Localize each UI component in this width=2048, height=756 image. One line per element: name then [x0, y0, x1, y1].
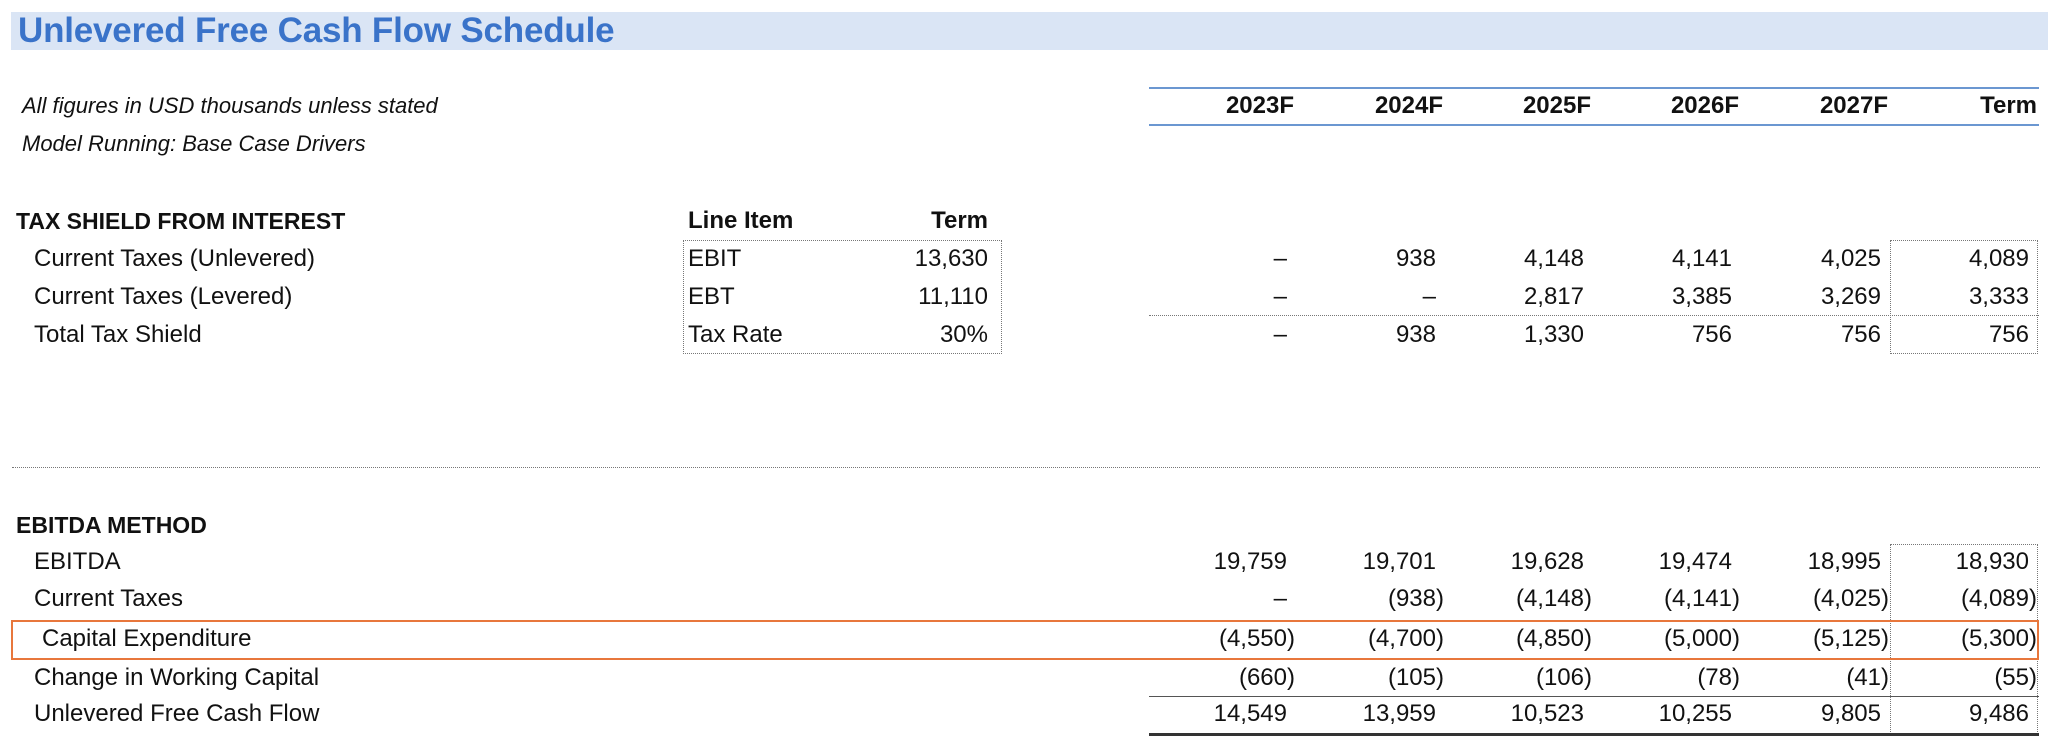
- input-value-ebit[interactable]: 13,630: [914, 245, 988, 272]
- row-label-ebitda: EBITDA: [34, 548, 121, 575]
- row-label-capex: Capital Expenditure: [42, 625, 252, 652]
- cell[interactable]: 19,701: [1362, 548, 1436, 575]
- cell[interactable]: 3,385: [1671, 283, 1732, 310]
- col-header-2027: 2027F: [1819, 92, 1888, 119]
- cell[interactable]: (4,850): [1515, 625, 1592, 652]
- cell[interactable]: (4,025): [1812, 585, 1889, 612]
- row-label-taxes-unlevered: Current Taxes (Unlevered): [34, 245, 316, 272]
- row-label-current-taxes: Current Taxes: [34, 585, 183, 612]
- cell[interactable]: –: [1422, 283, 1436, 310]
- units-note: All figures in USD thousands unless stat…: [22, 93, 438, 118]
- input-label-ebt: EBT: [688, 283, 735, 310]
- title-band: [11, 12, 2048, 50]
- cell[interactable]: 9,805: [1820, 700, 1881, 727]
- col-header-2023: 2023F: [1225, 92, 1294, 119]
- cell[interactable]: 19,474: [1658, 548, 1732, 575]
- cell[interactable]: (5,125): [1812, 625, 1889, 652]
- cell[interactable]: (78): [1697, 664, 1740, 691]
- capex-highlight: [11, 620, 2039, 660]
- cell[interactable]: 756: [1988, 321, 2029, 348]
- cell[interactable]: (4,089): [1960, 585, 2037, 612]
- inputs-box: [683, 240, 1002, 354]
- cell[interactable]: 4,089: [1968, 245, 2029, 272]
- fcf-subtotal-rule: [1149, 696, 2039, 697]
- cell[interactable]: 3,269: [1820, 283, 1881, 310]
- cell[interactable]: (4,141): [1663, 585, 1740, 612]
- cell[interactable]: (105): [1387, 664, 1444, 691]
- cell[interactable]: 18,995: [1807, 548, 1881, 575]
- cell[interactable]: (4,550): [1218, 625, 1295, 652]
- cell[interactable]: 4,148: [1523, 245, 1584, 272]
- scenario-note: Model Running: Base Case Drivers: [22, 131, 366, 156]
- header-top-rule: [1149, 87, 2039, 89]
- cell[interactable]: (41): [1846, 664, 1889, 691]
- input-value-ebt[interactable]: 11,110: [918, 283, 988, 310]
- cell[interactable]: 18,930: [1955, 548, 2029, 575]
- cell[interactable]: (5,000): [1663, 625, 1740, 652]
- row-label-taxes-levered: Current Taxes (Levered): [34, 283, 293, 310]
- term-header: Term: [931, 207, 988, 234]
- cell[interactable]: (5,300): [1960, 625, 2037, 652]
- cell[interactable]: (4,700): [1367, 625, 1444, 652]
- cell[interactable]: 4,141: [1671, 245, 1732, 272]
- cell[interactable]: 938: [1395, 245, 1436, 272]
- cell[interactable]: –: [1273, 321, 1287, 348]
- row-label-unlevered-fcf: Unlevered Free Cash Flow: [34, 700, 320, 727]
- col-header-2025: 2025F: [1522, 92, 1591, 119]
- cell[interactable]: 938: [1395, 321, 1436, 348]
- cell[interactable]: 13,959: [1362, 700, 1436, 727]
- col-header-term: Term: [1980, 92, 2037, 119]
- row-label-total-tax-shield: Total Tax Shield: [34, 321, 202, 348]
- cell[interactable]: 756: [1691, 321, 1732, 348]
- col-header-2024: 2024F: [1374, 92, 1443, 119]
- cell[interactable]: 9,486: [1968, 700, 2029, 727]
- input-label-tax-rate: Tax Rate: [688, 321, 783, 348]
- cell[interactable]: (4,148): [1515, 585, 1592, 612]
- cell[interactable]: 10,523: [1510, 700, 1584, 727]
- tax-shield-term-box: [1890, 240, 2038, 354]
- cell[interactable]: –: [1273, 245, 1287, 272]
- col-header-2026: 2026F: [1670, 92, 1739, 119]
- cell[interactable]: 4,025: [1820, 245, 1881, 272]
- tax-shield-heading: TAX SHIELD FROM INTEREST: [16, 208, 346, 234]
- header-bottom-rule: [1149, 124, 2039, 126]
- cell[interactable]: 10,255: [1658, 700, 1732, 727]
- cell[interactable]: –: [1273, 283, 1287, 310]
- line-item-header: Line Item: [688, 207, 794, 234]
- row-label-working-capital: Change in Working Capital: [34, 664, 320, 691]
- cell[interactable]: 1,330: [1523, 321, 1584, 348]
- tax-shield-subtotal-rule: [1149, 315, 2039, 316]
- input-label-ebit: EBIT: [688, 245, 742, 272]
- page-title: Unlevered Free Cash Flow Schedule: [18, 11, 615, 50]
- cell[interactable]: 14,549: [1213, 700, 1287, 727]
- cell[interactable]: –: [1273, 585, 1287, 612]
- ebitda-method-heading: EBITDA METHOD: [16, 512, 207, 538]
- section-divider: [12, 467, 2040, 468]
- cell[interactable]: 3,333: [1968, 283, 2029, 310]
- cell[interactable]: 756: [1840, 321, 1881, 348]
- input-value-tax-rate[interactable]: 30%: [939, 321, 988, 348]
- cell[interactable]: 19,759: [1213, 548, 1287, 575]
- cell[interactable]: (55): [1994, 664, 2037, 691]
- fcf-total-rule: [1149, 733, 2039, 736]
- cell[interactable]: 19,628: [1510, 548, 1584, 575]
- cell[interactable]: (106): [1535, 664, 1592, 691]
- cell[interactable]: (938): [1387, 585, 1444, 612]
- cell[interactable]: 2,817: [1523, 283, 1584, 310]
- cell[interactable]: (660): [1238, 664, 1295, 691]
